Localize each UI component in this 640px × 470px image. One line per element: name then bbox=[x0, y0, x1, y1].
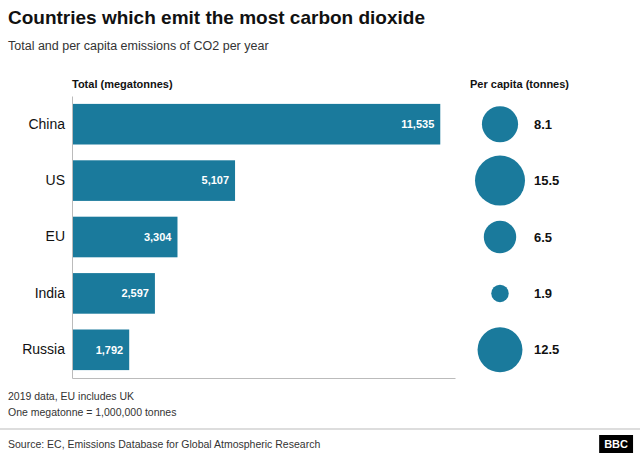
bubble-label: 6.5 bbox=[534, 230, 552, 245]
footer-note: One megatonne = 1,000,000 tonnes bbox=[8, 406, 176, 418]
chart: Countries which emit the most carbon dio… bbox=[0, 0, 640, 470]
bubble-labels: 8.1 15.5 6.5 1.9 12.5 bbox=[534, 117, 559, 358]
y-tick-label: US bbox=[46, 172, 65, 188]
x-axis-line bbox=[73, 378, 456, 379]
bar-labels: 11,535 5,107 3,304 2,597 1,792 bbox=[96, 118, 435, 356]
bubble-label: 15.5 bbox=[534, 173, 559, 188]
bubble-label: 8.1 bbox=[534, 117, 552, 132]
y-axis-line bbox=[72, 97, 73, 379]
bar bbox=[72, 329, 129, 370]
bubble bbox=[484, 221, 516, 253]
bubbles bbox=[475, 106, 525, 372]
title: Countries which emit the most carbon dio… bbox=[8, 7, 425, 28]
bubble-label: 1.9 bbox=[534, 286, 552, 301]
y-tick: EU bbox=[46, 228, 72, 244]
logo: BBC bbox=[599, 435, 633, 453]
bars bbox=[72, 104, 440, 370]
y-tick-label: EU bbox=[46, 228, 65, 244]
bubble-header: Per capita (tonnes) bbox=[470, 78, 569, 90]
bubble bbox=[491, 285, 509, 303]
y-tick-label: Russia bbox=[22, 341, 65, 357]
x-axis bbox=[73, 378, 456, 379]
bar bbox=[72, 217, 177, 258]
bar-header: Total (megatonnes) bbox=[72, 78, 173, 90]
separator bbox=[0, 429, 640, 430]
y-tick: China bbox=[28, 116, 72, 132]
y-axis: China US EU India Russia bbox=[22, 97, 72, 379]
bar-label: 1,792 bbox=[96, 344, 124, 356]
y-tick: Russia bbox=[22, 341, 72, 357]
bar-label: 5,107 bbox=[202, 174, 230, 186]
bubble bbox=[482, 106, 518, 142]
y-tick: India bbox=[35, 285, 72, 301]
bubble bbox=[478, 327, 523, 372]
y-tick: US bbox=[46, 172, 72, 188]
bar bbox=[72, 160, 235, 201]
bar-label: 11,535 bbox=[401, 118, 434, 130]
bar bbox=[72, 104, 440, 145]
bubble-label: 12.5 bbox=[534, 342, 559, 357]
bar-label: 2,597 bbox=[121, 287, 149, 299]
bubble bbox=[475, 156, 525, 206]
subtitle: Total and per capita emissions of CO2 pe… bbox=[8, 39, 269, 53]
y-tick-label: India bbox=[35, 285, 66, 301]
bar-label: 3,304 bbox=[144, 231, 172, 243]
logo-box bbox=[599, 435, 633, 453]
bar bbox=[72, 273, 155, 314]
y-tick-label: China bbox=[28, 116, 65, 132]
source: Source: EC, Emissions Database for Globa… bbox=[8, 438, 320, 450]
logo-text: BBC bbox=[604, 438, 628, 450]
footer-note: 2019 data, EU includes UK bbox=[8, 390, 134, 402]
